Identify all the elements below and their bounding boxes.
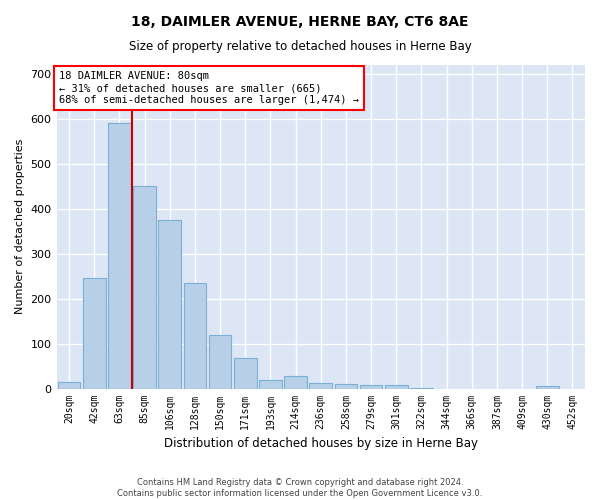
Bar xyxy=(259,380,282,388)
Text: Size of property relative to detached houses in Herne Bay: Size of property relative to detached ho… xyxy=(128,40,472,53)
Bar xyxy=(360,385,382,388)
Bar xyxy=(184,283,206,389)
Bar xyxy=(158,220,181,388)
Bar xyxy=(58,382,80,388)
Bar xyxy=(385,385,407,388)
Bar xyxy=(335,384,357,388)
Bar xyxy=(284,376,307,388)
Bar xyxy=(133,186,156,388)
Text: Contains HM Land Registry data © Crown copyright and database right 2024.
Contai: Contains HM Land Registry data © Crown c… xyxy=(118,478,482,498)
Text: 18, DAIMLER AVENUE, HERNE BAY, CT6 8AE: 18, DAIMLER AVENUE, HERNE BAY, CT6 8AE xyxy=(131,15,469,29)
Bar xyxy=(536,386,559,388)
Text: 18 DAIMLER AVENUE: 80sqm
← 31% of detached houses are smaller (665)
68% of semi-: 18 DAIMLER AVENUE: 80sqm ← 31% of detach… xyxy=(59,72,359,104)
Bar xyxy=(310,383,332,388)
Bar xyxy=(83,278,106,388)
Bar xyxy=(108,124,131,388)
Y-axis label: Number of detached properties: Number of detached properties xyxy=(15,139,25,314)
X-axis label: Distribution of detached houses by size in Herne Bay: Distribution of detached houses by size … xyxy=(164,437,478,450)
Bar xyxy=(209,334,232,388)
Bar xyxy=(234,358,257,388)
